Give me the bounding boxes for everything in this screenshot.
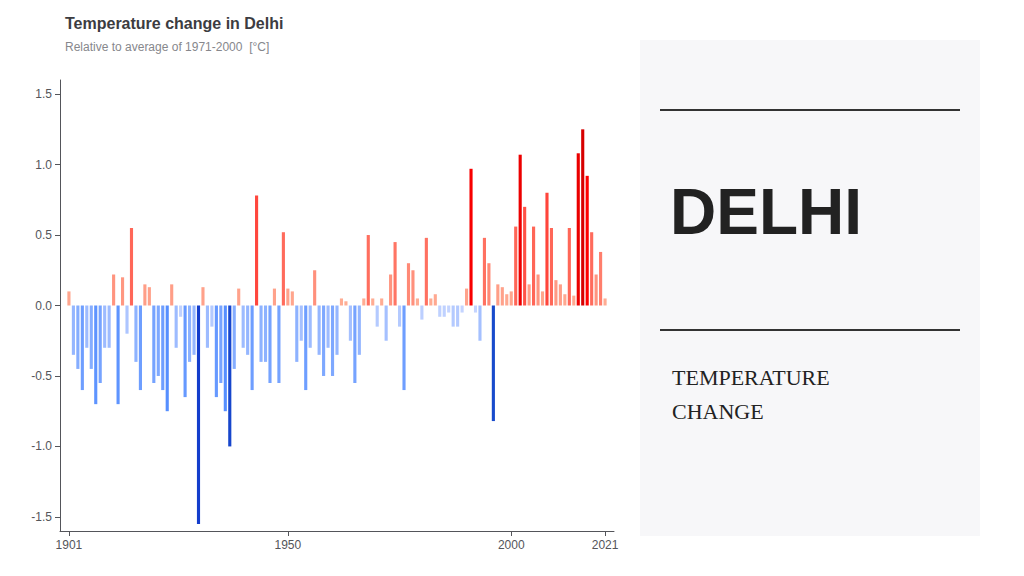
- svg-text:Relative to average of 1971-20: Relative to average of 1971-2000 [°C]: [65, 40, 269, 54]
- svg-text:-0.5: -0.5: [31, 369, 52, 383]
- svg-text:1901: 1901: [56, 538, 83, 552]
- svg-text:Temperature change in Delhi: Temperature change in Delhi: [65, 15, 283, 32]
- svg-text:2021: 2021: [592, 538, 619, 552]
- svg-text:0.5: 0.5: [35, 228, 52, 242]
- svg-text:1950: 1950: [275, 538, 302, 552]
- svg-text:CHANGE: CHANGE: [672, 399, 764, 424]
- svg-text:0.0: 0.0: [35, 299, 52, 313]
- svg-text:2000: 2000: [498, 538, 525, 552]
- svg-text:-1.0: -1.0: [31, 439, 52, 453]
- svg-text:DELHI: DELHI: [670, 176, 862, 248]
- svg-text:-1.5: -1.5: [31, 510, 52, 524]
- svg-text:1.0: 1.0: [35, 158, 52, 172]
- svg-text:1.5: 1.5: [35, 87, 52, 101]
- svg-text:TEMPERATURE: TEMPERATURE: [672, 365, 830, 390]
